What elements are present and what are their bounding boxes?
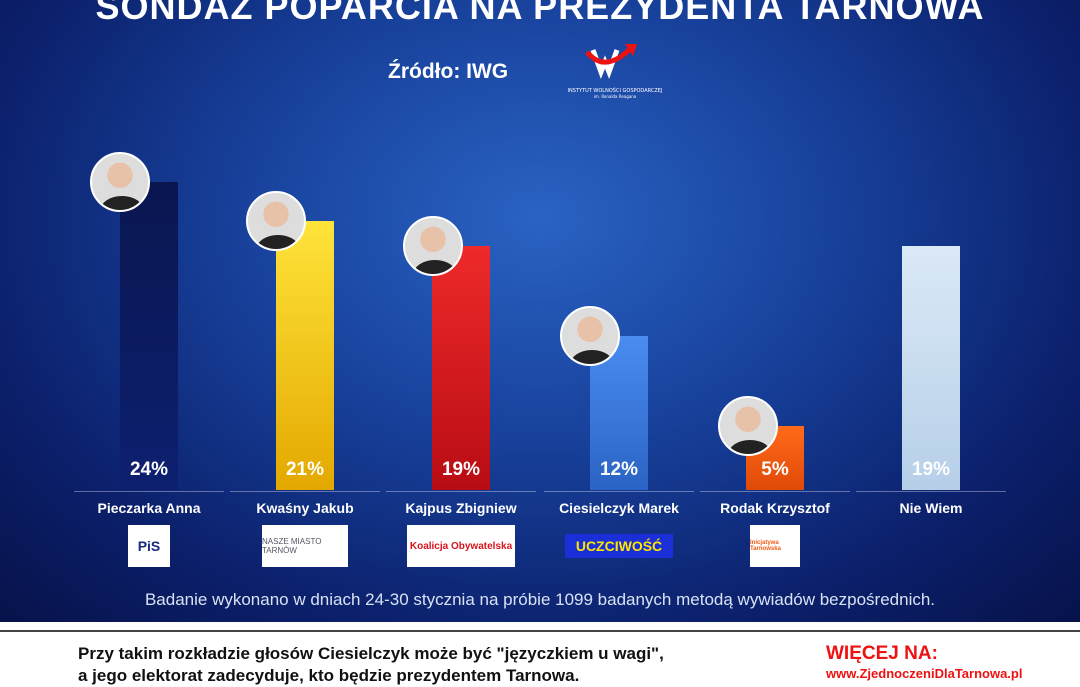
party-logo: PiS <box>128 525 170 567</box>
category-label: Kwaśny Jakub <box>256 500 354 516</box>
more-label: WIĘCEJ NA: <box>826 643 938 664</box>
category-label: Nie Wiem <box>899 500 963 516</box>
category-label: Pieczarka Anna <box>97 500 201 516</box>
baseline <box>230 491 380 492</box>
bar-2 <box>432 246 490 490</box>
bar-chart: 24% Pieczarka Anna PiS 21% Kwaśny Jakub NASZE… <box>74 152 1006 567</box>
baseline <box>386 491 536 492</box>
party-logo: Koalicja Obywatelska <box>407 525 515 567</box>
caption-line-1: Przy takim rozkładzie głosów Ciesielczyk… <box>78 644 664 663</box>
iwg-logo: INSTYTUT WOLNOŚCI GOSPODARCZEJ im. Ronald… <box>545 42 685 102</box>
baseline <box>544 491 694 492</box>
baseline <box>700 491 850 492</box>
value-label: 5% <box>761 459 789 480</box>
logo-subtext: im. Ronalda Reagana <box>593 94 637 99</box>
category-label: Kajpus Zbigniew <box>405 500 517 516</box>
iwg-logo-icon <box>585 44 637 80</box>
chart-title: SONDAŻ POPARCIA NA PREZYDENTA TARNOWA <box>95 0 985 27</box>
bar-1 <box>276 220 334 490</box>
logo-text: INSTYTUT WOLNOŚCI GOSPODARCZEJ <box>567 88 663 94</box>
party-logo: UCZCIWOŚĆ <box>565 534 673 558</box>
value-label: 21% <box>285 459 325 480</box>
value-label: 24% <box>129 459 169 480</box>
bar-5 <box>902 246 960 490</box>
value-label: 19% <box>911 459 951 480</box>
caption: Przy takim rozkładzie głosów Ciesielczyk… <box>78 643 664 687</box>
category-label: Rodak Krzysztof <box>720 500 830 516</box>
candidate-avatar <box>403 216 463 277</box>
caption-line-2: a jego elektorat zadecyduje, kto będzie … <box>78 666 580 685</box>
candidate-avatar <box>246 190 306 251</box>
baseline <box>74 491 224 492</box>
website-link[interactable]: www.ZjednoczeniDlaTarnowa.pl <box>826 666 1023 681</box>
bar-0 <box>120 182 178 490</box>
value-label: 19% <box>441 459 481 480</box>
divider <box>0 630 1080 632</box>
infographic-panel: SONDAŻ POPARCIA NA PREZYDENTA TARNOWA Źr… <box>0 0 1080 622</box>
baseline <box>856 491 1006 492</box>
survey-note: Badanie wykonano w dniach 24-30 stycznia… <box>144 590 936 609</box>
category-label: Ciesielczyk Marek <box>559 500 679 516</box>
party-logo: Inicjatywa Tarnowska <box>750 525 800 567</box>
source-label: Źródło: IWG <box>388 60 509 83</box>
candidate-avatar <box>718 395 778 456</box>
candidate-avatar <box>90 152 150 212</box>
party-logo: NASZE MIASTO TARNÓW <box>262 525 348 567</box>
value-label: 12% <box>599 459 639 480</box>
candidate-avatar <box>560 306 620 366</box>
